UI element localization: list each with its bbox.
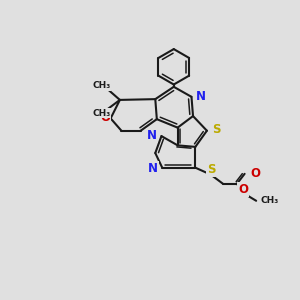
Text: O: O [238,183,248,196]
Text: CH₃: CH₃ [92,81,110,90]
Text: O: O [100,111,110,124]
Text: N: N [148,162,158,175]
Text: N: N [147,129,157,142]
Text: S: S [212,123,221,136]
Text: CH₃: CH₃ [92,109,110,118]
Text: S: S [207,164,216,176]
Text: O: O [250,167,260,180]
Text: CH₃: CH₃ [261,196,279,205]
Text: N: N [196,90,206,103]
